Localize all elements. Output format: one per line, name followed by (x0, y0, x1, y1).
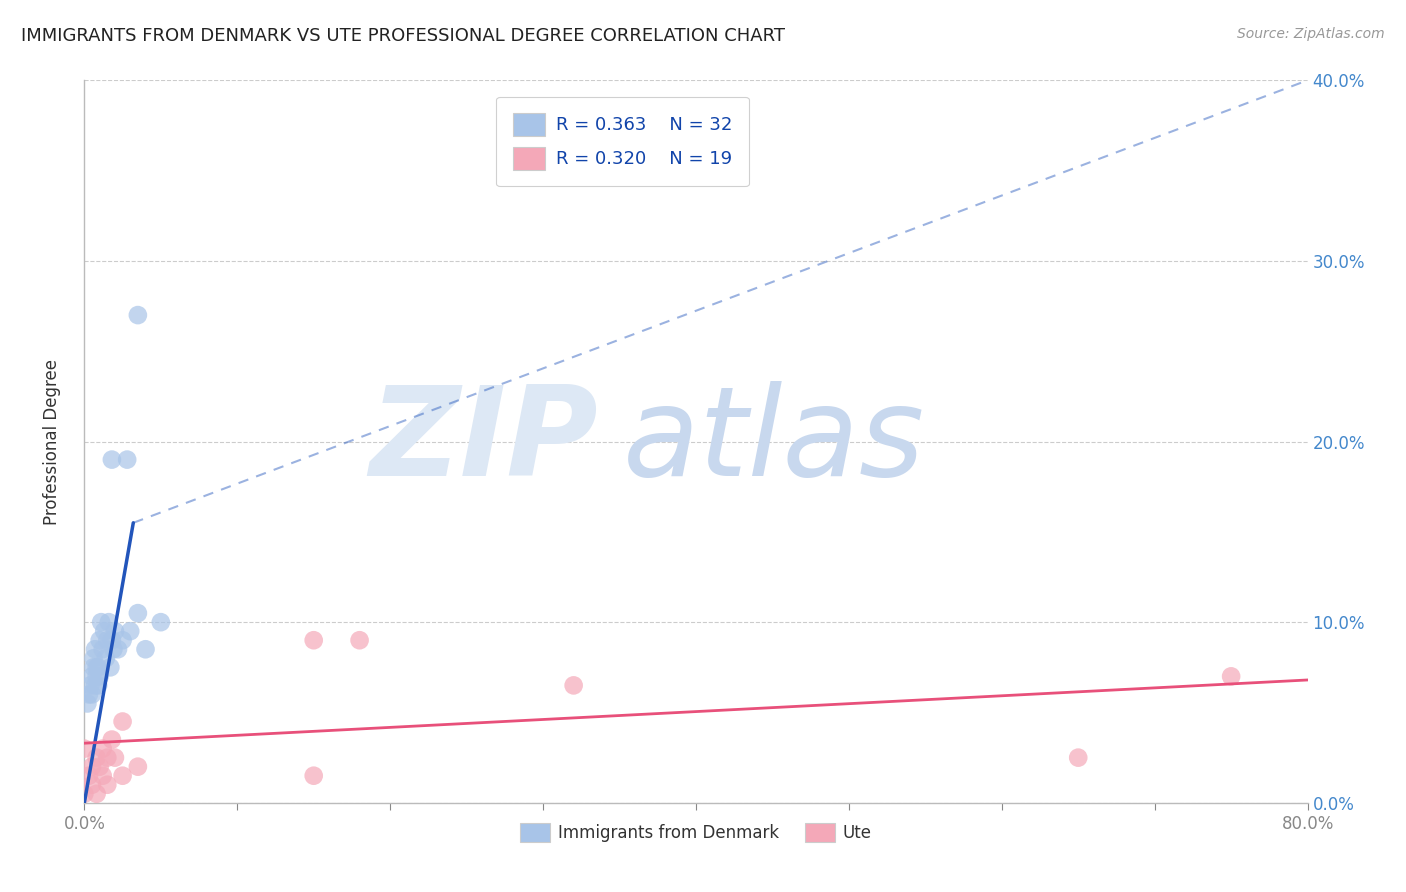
Point (349, 633, 371, 648)
Point (91, 769, 114, 783)
Point (80, 687, 103, 701)
Point (80, 760, 103, 774)
Point (89, 633, 111, 648)
Point (302, 633, 325, 648)
Point (149, 615, 172, 630)
Point (87, 678, 110, 692)
Point (87, 660, 110, 674)
Point (104, 624, 127, 639)
Point (98, 660, 121, 674)
Point (86, 787, 108, 801)
Point (91, 741, 114, 756)
Point (89, 669, 111, 683)
Point (84, 642, 107, 657)
Point (93, 624, 115, 639)
Point (562, 678, 585, 692)
Point (1220, 669, 1243, 683)
Point (73, 787, 96, 801)
Point (111, 769, 134, 783)
Text: IMMIGRANTS FROM DENMARK VS UTE PROFESSIONAL DEGREE CORRELATION CHART: IMMIGRANTS FROM DENMARK VS UTE PROFESSIO… (21, 27, 785, 45)
Point (104, 750, 127, 764)
Point (86, 669, 108, 683)
Point (80, 669, 103, 683)
Point (76, 697, 98, 711)
Point (101, 452, 124, 467)
Text: atlas: atlas (623, 381, 925, 502)
Text: Source: ZipAtlas.com: Source: ZipAtlas.com (1237, 27, 1385, 41)
Point (103, 642, 125, 657)
Point (83, 660, 105, 674)
Point (80, 778, 103, 792)
Point (77, 687, 100, 701)
Point (90, 615, 112, 630)
Point (111, 714, 134, 729)
Point (107, 642, 129, 657)
Point (120, 624, 142, 639)
Point (84, 678, 107, 692)
Legend: Immigrants from Denmark, Ute: Immigrants from Denmark, Ute (513, 816, 879, 848)
Point (96, 778, 118, 792)
Point (83, 651, 105, 665)
Point (86, 660, 108, 674)
Point (127, 606, 149, 620)
Point (97, 615, 120, 630)
Point (96, 750, 118, 764)
Point (86, 750, 108, 764)
Y-axis label: Professional Degree: Professional Degree (42, 359, 60, 524)
Point (135, 642, 157, 657)
Point (96, 633, 118, 648)
Text: ZIP: ZIP (370, 381, 598, 502)
Point (91, 642, 114, 657)
Point (94, 651, 117, 665)
Point (127, 308, 149, 322)
Point (77, 769, 100, 783)
Point (1067, 750, 1090, 764)
Point (101, 633, 124, 648)
Point (115, 452, 138, 467)
Point (101, 732, 124, 747)
Point (111, 633, 134, 648)
Point (127, 760, 149, 774)
Point (302, 769, 325, 783)
Point (73, 741, 96, 756)
Point (79, 678, 101, 692)
Point (89, 760, 111, 774)
